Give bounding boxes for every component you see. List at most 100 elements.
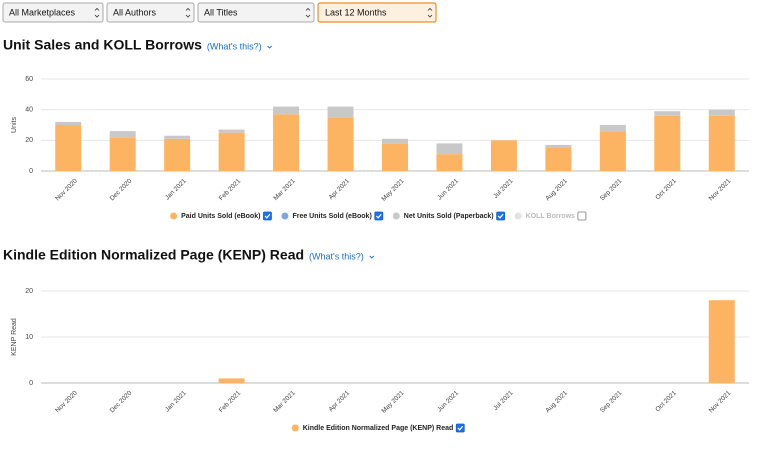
bar [382, 143, 408, 171]
dropdown[interactable] [197, 2, 315, 23]
legend-swatch [281, 212, 289, 220]
x-tick-label: Oct 2021 [654, 389, 678, 413]
bar [708, 300, 735, 383]
dropdown-label: All Authors [113, 7, 157, 17]
bar [545, 148, 572, 171]
x-tick-label: May 2021 [380, 177, 405, 202]
x-tick-label: Jan 2021 [164, 389, 188, 413]
help-caret [369, 255, 375, 259]
x-tick-label: Aug 2021 [544, 389, 569, 414]
bar [327, 106, 354, 118]
legend-checkbox[interactable] [263, 211, 272, 221]
y-tick-label: 0 [29, 380, 33, 387]
y-tick-label: 40 [25, 107, 33, 114]
y-tick-label: 20 [25, 288, 33, 295]
legend: Paid Units Sold (eBook) Free Units Sold (… [170, 211, 587, 221]
legend-swatch [170, 212, 178, 220]
bar [382, 138, 408, 144]
bar [708, 115, 735, 171]
checkmark [375, 213, 382, 219]
bar [273, 106, 300, 115]
bar [109, 137, 136, 171]
bar [654, 111, 681, 116]
x-tick-label: Nov 2020 [54, 177, 79, 202]
x-tick-label: Nov 2021 [708, 177, 733, 202]
dropdown-caret [185, 7, 191, 18]
y-tick-label: 20 [25, 137, 33, 144]
section-title: Kindle Edition Normalized Page (KENP) Re… [3, 247, 304, 263]
bar [654, 115, 681, 171]
x-tick-label: Mar 2021 [272, 389, 297, 414]
legend-label: Kindle Edition Normalized Page (KENP) Re… [303, 425, 454, 432]
dropdown-caret [427, 7, 433, 18]
x-tick-label: Apr 2021 [328, 389, 352, 413]
legend-checkbox[interactable] [496, 211, 506, 221]
bar [164, 138, 191, 171]
bar [436, 143, 463, 155]
bar [218, 378, 245, 383]
help-caret [267, 45, 272, 49]
bar [164, 135, 191, 139]
x-tick-label: Sep 2021 [599, 389, 624, 414]
dropdown-label: All Marketplaces [9, 7, 76, 17]
x-tick-label: Jul 2021 [492, 177, 515, 200]
x-tick-label: Feb 2021 [218, 177, 243, 202]
bar [218, 132, 245, 171]
legend-label: Net Units Sold (Paperback) [404, 213, 494, 220]
section-title: Unit Sales and KOLL Borrows [3, 37, 202, 53]
y-axis-label: Units [11, 117, 18, 133]
checkmark [497, 213, 504, 219]
bar [109, 131, 136, 138]
x-tick-label: Jun 2021 [436, 177, 460, 201]
legend-label: Paid Units Sold (eBook) [181, 213, 260, 220]
bar [55, 121, 82, 125]
y-tick-label: 0 [29, 168, 33, 175]
checkmark [457, 425, 464, 431]
legend-swatch [291, 424, 299, 432]
x-tick-label: Aug 2021 [544, 177, 569, 202]
x-tick-label: Jul 2021 [492, 389, 515, 412]
x-tick-label: Nov 2021 [708, 389, 733, 414]
dropdown[interactable] [106, 2, 195, 23]
bar [218, 129, 245, 133]
help-link[interactable]: (What's this?) [207, 41, 262, 51]
dropdown-caret [94, 7, 100, 18]
y-tick-label: 60 [25, 76, 33, 83]
bar [273, 114, 300, 171]
checkmark [264, 213, 271, 219]
bar [599, 131, 626, 171]
legend-swatch [392, 212, 400, 220]
x-tick-label: Oct 2021 [654, 177, 678, 201]
legend-label: Free Units Sold (eBook) [292, 213, 371, 220]
x-tick-label: Dec 2020 [109, 177, 134, 202]
dropdown-caret [305, 7, 311, 18]
x-tick-label: Jan 2021 [164, 177, 188, 201]
legend: Kindle Edition Normalized Page (KENP) Re… [291, 423, 465, 433]
legend-checkbox[interactable] [455, 423, 465, 433]
legend-checkbox[interactable] [374, 211, 384, 221]
x-tick-label: Sep 2021 [599, 177, 624, 202]
legend-label: KOLL Borrows [526, 213, 575, 220]
x-tick-label: Apr 2021 [328, 177, 352, 201]
bar [490, 140, 517, 171]
y-axis-label: KENP Read [11, 318, 18, 356]
filter-bar: All Marketplaces All Authors All Titles … [2, 2, 437, 23]
help-link[interactable]: (What's this?) [309, 251, 364, 261]
legend-checkbox[interactable] [577, 211, 587, 221]
dropdown-label: Last 12 Months [325, 7, 387, 17]
bar [545, 144, 572, 148]
x-tick-label: Nov 2020 [54, 389, 79, 414]
bar [599, 125, 626, 132]
bar [327, 117, 354, 171]
dropdown[interactable] [2, 2, 104, 23]
x-tick-label: May 2021 [380, 389, 405, 414]
y-tick-label: 10 [25, 334, 33, 341]
x-tick-label: Mar 2021 [272, 177, 297, 202]
legend-swatch [514, 212, 522, 220]
dropdown[interactable] [317, 2, 437, 23]
x-tick-label: Dec 2020 [109, 389, 134, 414]
bar [55, 125, 82, 171]
dropdown-label: All Titles [204, 7, 238, 17]
x-tick-label: Feb 2021 [218, 389, 243, 414]
